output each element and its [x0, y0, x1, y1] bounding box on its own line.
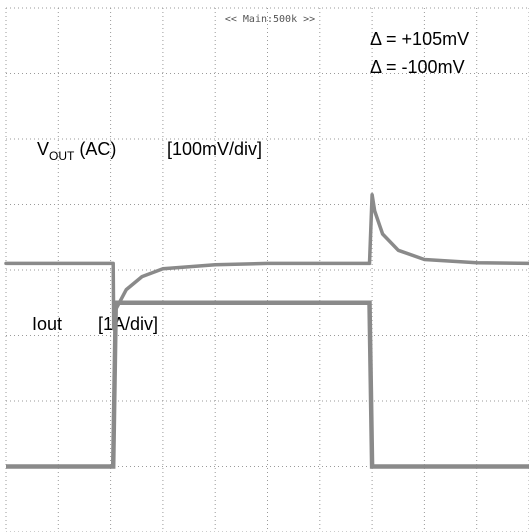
vout-label-main: V [37, 139, 49, 159]
timebase-label: << Main:500k >> [225, 14, 315, 25]
vout-label: VOUT (AC) [37, 139, 116, 163]
delta-positive-annotation: Δ = +105mV [370, 29, 469, 49]
iout-trace [6, 300, 529, 469]
grid [5, 7, 529, 532]
delta-negative-annotation: Δ = -100mV [370, 57, 465, 77]
vout-scale-label: [100mV/div] [167, 139, 262, 159]
iout-scale-label: [1A/div] [98, 314, 158, 334]
vout-label-suffix: (AC) [74, 139, 116, 159]
iout-label: Iout [32, 314, 62, 334]
vout-label-subscript: OUT [49, 149, 75, 163]
